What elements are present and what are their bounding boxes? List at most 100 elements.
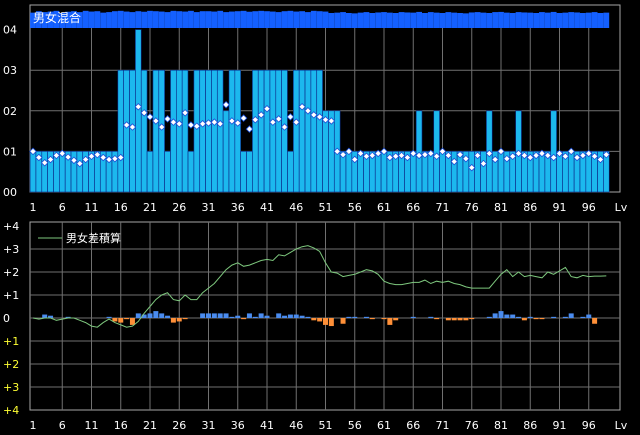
- diff-bar-positive: [141, 314, 147, 318]
- bottom-chart-panel: +4+3+2+10+1+2+3+41 6 11 16 21 26 31 36 41 46 51 56 6…: [3, 220, 628, 432]
- top-marker: [58, 149, 67, 158]
- top-marker: [321, 115, 330, 124]
- top-marker: [304, 107, 312, 115]
- top-marker: [561, 152, 570, 161]
- top-bar: [228, 69, 236, 193]
- top-strip-bar: [416, 11, 422, 28]
- top-bar: [281, 69, 288, 193]
- diff-bar-positive: [211, 313, 217, 318]
- top-bar: [468, 151, 475, 193]
- bottom-x-tick-label: 16: [114, 419, 128, 432]
- top-strip-bar: [550, 11, 557, 28]
- top-bar: [59, 151, 66, 193]
- top-marker: [526, 153, 535, 162]
- top-x-tick-label: 6: [59, 201, 66, 214]
- top-marker: [485, 149, 494, 158]
- bottom-y-tick-label: +2: [3, 266, 19, 279]
- top-bar: [164, 151, 171, 193]
- top-bar: [275, 69, 282, 193]
- diff-bar-positive: [235, 315, 241, 318]
- top-marker: [339, 150, 347, 159]
- top-x-tick-label: 21: [143, 201, 157, 214]
- top-strip-bar: [147, 10, 153, 28]
- diff-bar-negative: [323, 318, 328, 325]
- top-marker: [590, 152, 599, 161]
- top-bar: [316, 69, 323, 193]
- top-marker: [520, 151, 529, 160]
- top-strip-bar: [76, 12, 83, 28]
- diff-bar-positive: [65, 316, 71, 318]
- diff-bar-positive: [428, 316, 434, 318]
- top-bar: [433, 110, 440, 193]
- top-bar: [217, 69, 224, 193]
- top-marker: [397, 151, 406, 160]
- top-strip-bar: [205, 11, 212, 28]
- top-strip-bar: [264, 11, 270, 28]
- bottom-x-tick-label: 61: [377, 419, 391, 432]
- top-strip-bar: [129, 12, 136, 28]
- top-bar: [29, 151, 37, 193]
- top-marker: [567, 147, 575, 156]
- diff-bar-positive: [153, 311, 159, 318]
- top-marker: [292, 118, 301, 126]
- top-bar: [357, 151, 364, 193]
- top-bar: [193, 69, 200, 193]
- top-strip-bar: [193, 12, 200, 28]
- top-strip-bar: [82, 10, 89, 28]
- top-marker: [193, 122, 201, 130]
- top-strip-bar: [398, 12, 405, 28]
- top-x-tick-label: 16: [114, 201, 128, 214]
- top-bar: [585, 151, 592, 193]
- diff-bar-positive: [305, 316, 311, 318]
- top-strip-bar: [246, 11, 253, 28]
- top-strip-bar: [457, 13, 463, 28]
- top-bar: [222, 110, 230, 193]
- top-strip-bar: [556, 13, 563, 28]
- diff-bar-negative: [129, 318, 135, 325]
- bottom-x-tick-label: 81: [494, 419, 508, 432]
- top-marker: [462, 154, 470, 163]
- top-bar: [415, 110, 423, 193]
- top-strip-bar: [47, 11, 54, 28]
- top-strip-bar: [305, 12, 311, 28]
- diff-bar-positive: [586, 314, 592, 318]
- diff-bar-negative: [241, 318, 247, 320]
- top-marker: [116, 153, 125, 162]
- top-strip-bar: [503, 12, 510, 28]
- top-marker: [532, 151, 540, 160]
- top-strip-bar: [521, 12, 528, 28]
- top-strip-bar: [492, 12, 499, 28]
- bottom-y-tick-label: +2: [3, 358, 19, 371]
- top-strip-bar: [199, 11, 206, 28]
- diff-bar-positive: [287, 314, 293, 318]
- top-bar: [152, 69, 160, 193]
- top-strip-bar: [328, 13, 335, 28]
- bottom-x-tick-label: 1: [30, 419, 37, 432]
- top-marker: [146, 113, 154, 121]
- bottom-x-tick-label: Lv: [615, 419, 628, 432]
- top-marker: [29, 147, 37, 156]
- top-strip-bar: [468, 12, 475, 28]
- top-marker: [35, 153, 43, 162]
- top-bar: [135, 29, 142, 193]
- top-bar: [374, 151, 382, 193]
- top-strip-bar: [334, 12, 341, 28]
- diff-bar-negative: [463, 318, 469, 321]
- top-bar: [450, 151, 458, 193]
- top-marker: [175, 120, 184, 128]
- bottom-y-tick-label: +1: [3, 289, 19, 302]
- bottom-x-tick-label: 91: [553, 419, 567, 432]
- top-strip-bar: [299, 11, 305, 28]
- top-strip-bar: [580, 13, 586, 28]
- top-strip-bar: [211, 11, 218, 28]
- top-strip-bar: [539, 12, 545, 28]
- diff-bar-positive: [551, 316, 557, 318]
- top-strip-bar: [112, 11, 118, 28]
- top-strip-bar: [509, 13, 516, 28]
- top-marker: [374, 149, 382, 158]
- top-strip-bar: [258, 10, 265, 28]
- top-strip-bar: [574, 12, 580, 28]
- top-strip-bar: [106, 12, 112, 28]
- top-bar: [380, 151, 388, 193]
- top-marker: [228, 117, 236, 125]
